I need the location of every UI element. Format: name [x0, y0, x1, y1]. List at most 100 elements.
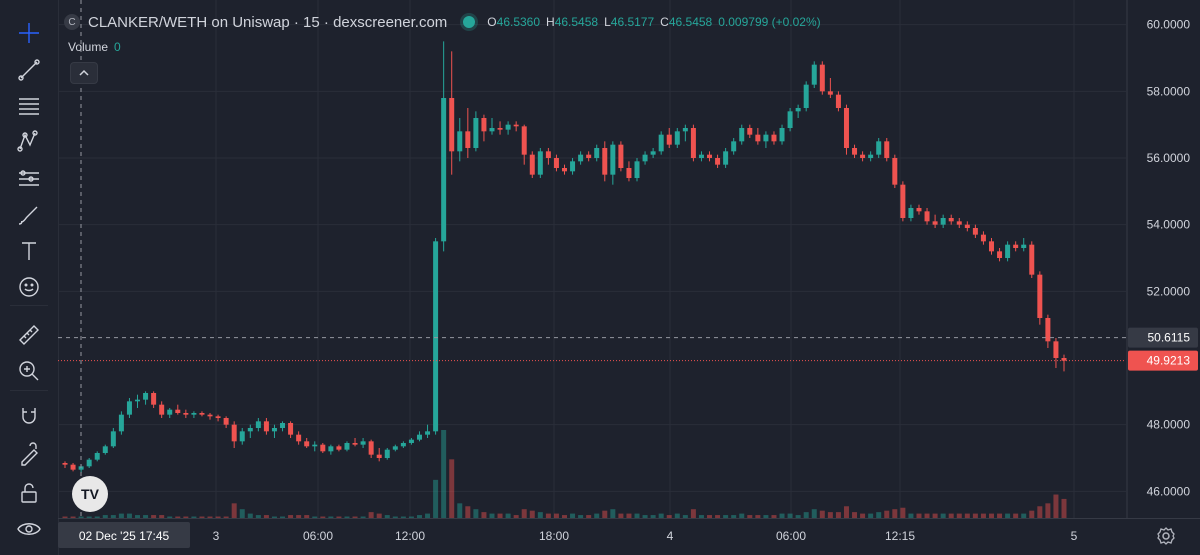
volume-bar — [175, 516, 181, 518]
price-chart[interactable]: 60.0000 58.0000 56.0000 54.0000 52.0000 48.00… — [58, 0, 1200, 555]
volume-bar — [1013, 513, 1019, 518]
candle-body — [956, 221, 962, 225]
ohlc-open: O46.5360 — [487, 15, 541, 29]
candle-body — [280, 423, 286, 428]
volume-bar — [852, 512, 858, 518]
magnet-tool[interactable] — [14, 402, 44, 432]
candle-body — [1013, 244, 1019, 248]
volume-bar — [481, 512, 487, 518]
volume-bar — [1005, 513, 1011, 518]
volume-bar — [360, 516, 366, 518]
candle-body — [827, 91, 833, 95]
candle-body — [465, 131, 471, 148]
trend-line-tool[interactable] — [14, 55, 44, 85]
candle-body — [771, 134, 777, 142]
brush-tool[interactable] — [14, 200, 44, 230]
volume-bar — [795, 515, 801, 518]
candle-body — [916, 208, 922, 212]
crosshair-price-label: 50.6115 — [1148, 331, 1191, 345]
volume-bar — [352, 516, 358, 518]
crosshair-time-tag — [58, 522, 190, 548]
tradingview-logo[interactable]: TV — [72, 476, 108, 512]
volume-bar — [827, 512, 833, 518]
volume-bar — [505, 513, 511, 518]
collapse-legend-button[interactable] — [70, 62, 98, 84]
candle-body — [1053, 341, 1059, 358]
volume-bar — [715, 515, 721, 518]
volume-bar — [255, 515, 261, 518]
volume-bar — [102, 515, 108, 518]
candle-body — [497, 128, 503, 130]
candle-body — [811, 64, 817, 85]
trend-line-icon — [18, 59, 40, 81]
candle-body — [900, 184, 906, 218]
candle-body — [312, 444, 318, 447]
candle-body — [449, 98, 455, 152]
chart-legend: C CLANKER/WETH on Uniswap · 15 · dexscre… — [64, 12, 821, 32]
ruler-icon — [19, 325, 39, 345]
candle-body — [126, 401, 132, 415]
candle-body — [698, 154, 704, 158]
volume-bar — [344, 516, 350, 518]
candle-body — [191, 413, 197, 415]
candle-body — [159, 404, 165, 415]
eye-tool[interactable] — [14, 514, 44, 544]
volume-bar — [860, 513, 866, 518]
volume-bar — [449, 459, 455, 518]
volume-bar — [634, 513, 640, 518]
candle-body — [231, 424, 237, 442]
candle-body — [690, 128, 696, 158]
volume-bar — [183, 516, 189, 518]
time-axis-label: 12:00 — [395, 529, 425, 543]
volume-bar — [296, 515, 302, 518]
price-axis-label: 48.0000 — [1147, 418, 1191, 432]
text-tool[interactable] — [14, 236, 44, 266]
lock-pencil-tool[interactable] — [14, 440, 44, 470]
crosshair-time-label: 02 Dec '25 17:45 — [79, 529, 170, 543]
candle-body — [481, 118, 487, 132]
candle-body — [360, 441, 366, 445]
candle-body — [545, 151, 551, 158]
emoji-tool[interactable] — [14, 272, 44, 302]
prediction-tool[interactable] — [14, 163, 44, 193]
candle-body — [457, 131, 463, 152]
price-axis-label: 60.0000 — [1147, 18, 1191, 32]
zoom-in-tool[interactable] — [14, 356, 44, 386]
candle-body — [1029, 244, 1035, 275]
volume-bar — [86, 516, 92, 518]
volume-bar — [368, 512, 374, 518]
ruler-tool[interactable] — [14, 320, 44, 350]
candle-body — [707, 154, 713, 158]
volume-bar — [964, 513, 970, 518]
volume-bar — [271, 516, 277, 518]
candle-body — [876, 141, 882, 155]
crosshair-price-tag — [1128, 327, 1198, 348]
volume-bar — [280, 516, 286, 518]
volume-bar — [578, 515, 584, 518]
volume-bar — [441, 430, 447, 518]
volume-bar — [320, 516, 326, 518]
candle-body — [102, 446, 108, 453]
candle-body — [86, 459, 92, 467]
gear-icon[interactable] — [1156, 526, 1176, 546]
candle-body — [787, 111, 793, 128]
fib-lines-tool[interactable] — [14, 91, 44, 121]
lock-tool[interactable] — [14, 478, 44, 508]
volume-bar — [908, 513, 914, 518]
candle-body — [924, 211, 930, 222]
candle-body — [247, 428, 253, 432]
crosshair-tool[interactable] — [14, 18, 44, 48]
candle-body — [271, 428, 277, 432]
price-axis-label: 54.0000 — [1147, 218, 1191, 232]
volume-value: 0 — [114, 40, 121, 54]
candle-body — [1021, 244, 1027, 248]
price-axis-label: 58.0000 — [1147, 84, 1191, 98]
ohlc-close: C46.5458 — [660, 15, 713, 29]
volume-bar — [376, 513, 382, 518]
volume-bar — [819, 510, 825, 518]
pattern-tool[interactable] — [14, 127, 44, 157]
candle-body — [731, 141, 737, 152]
symbol-badge: C — [64, 14, 80, 30]
volume-bar — [747, 515, 753, 518]
candle-body — [843, 108, 849, 148]
